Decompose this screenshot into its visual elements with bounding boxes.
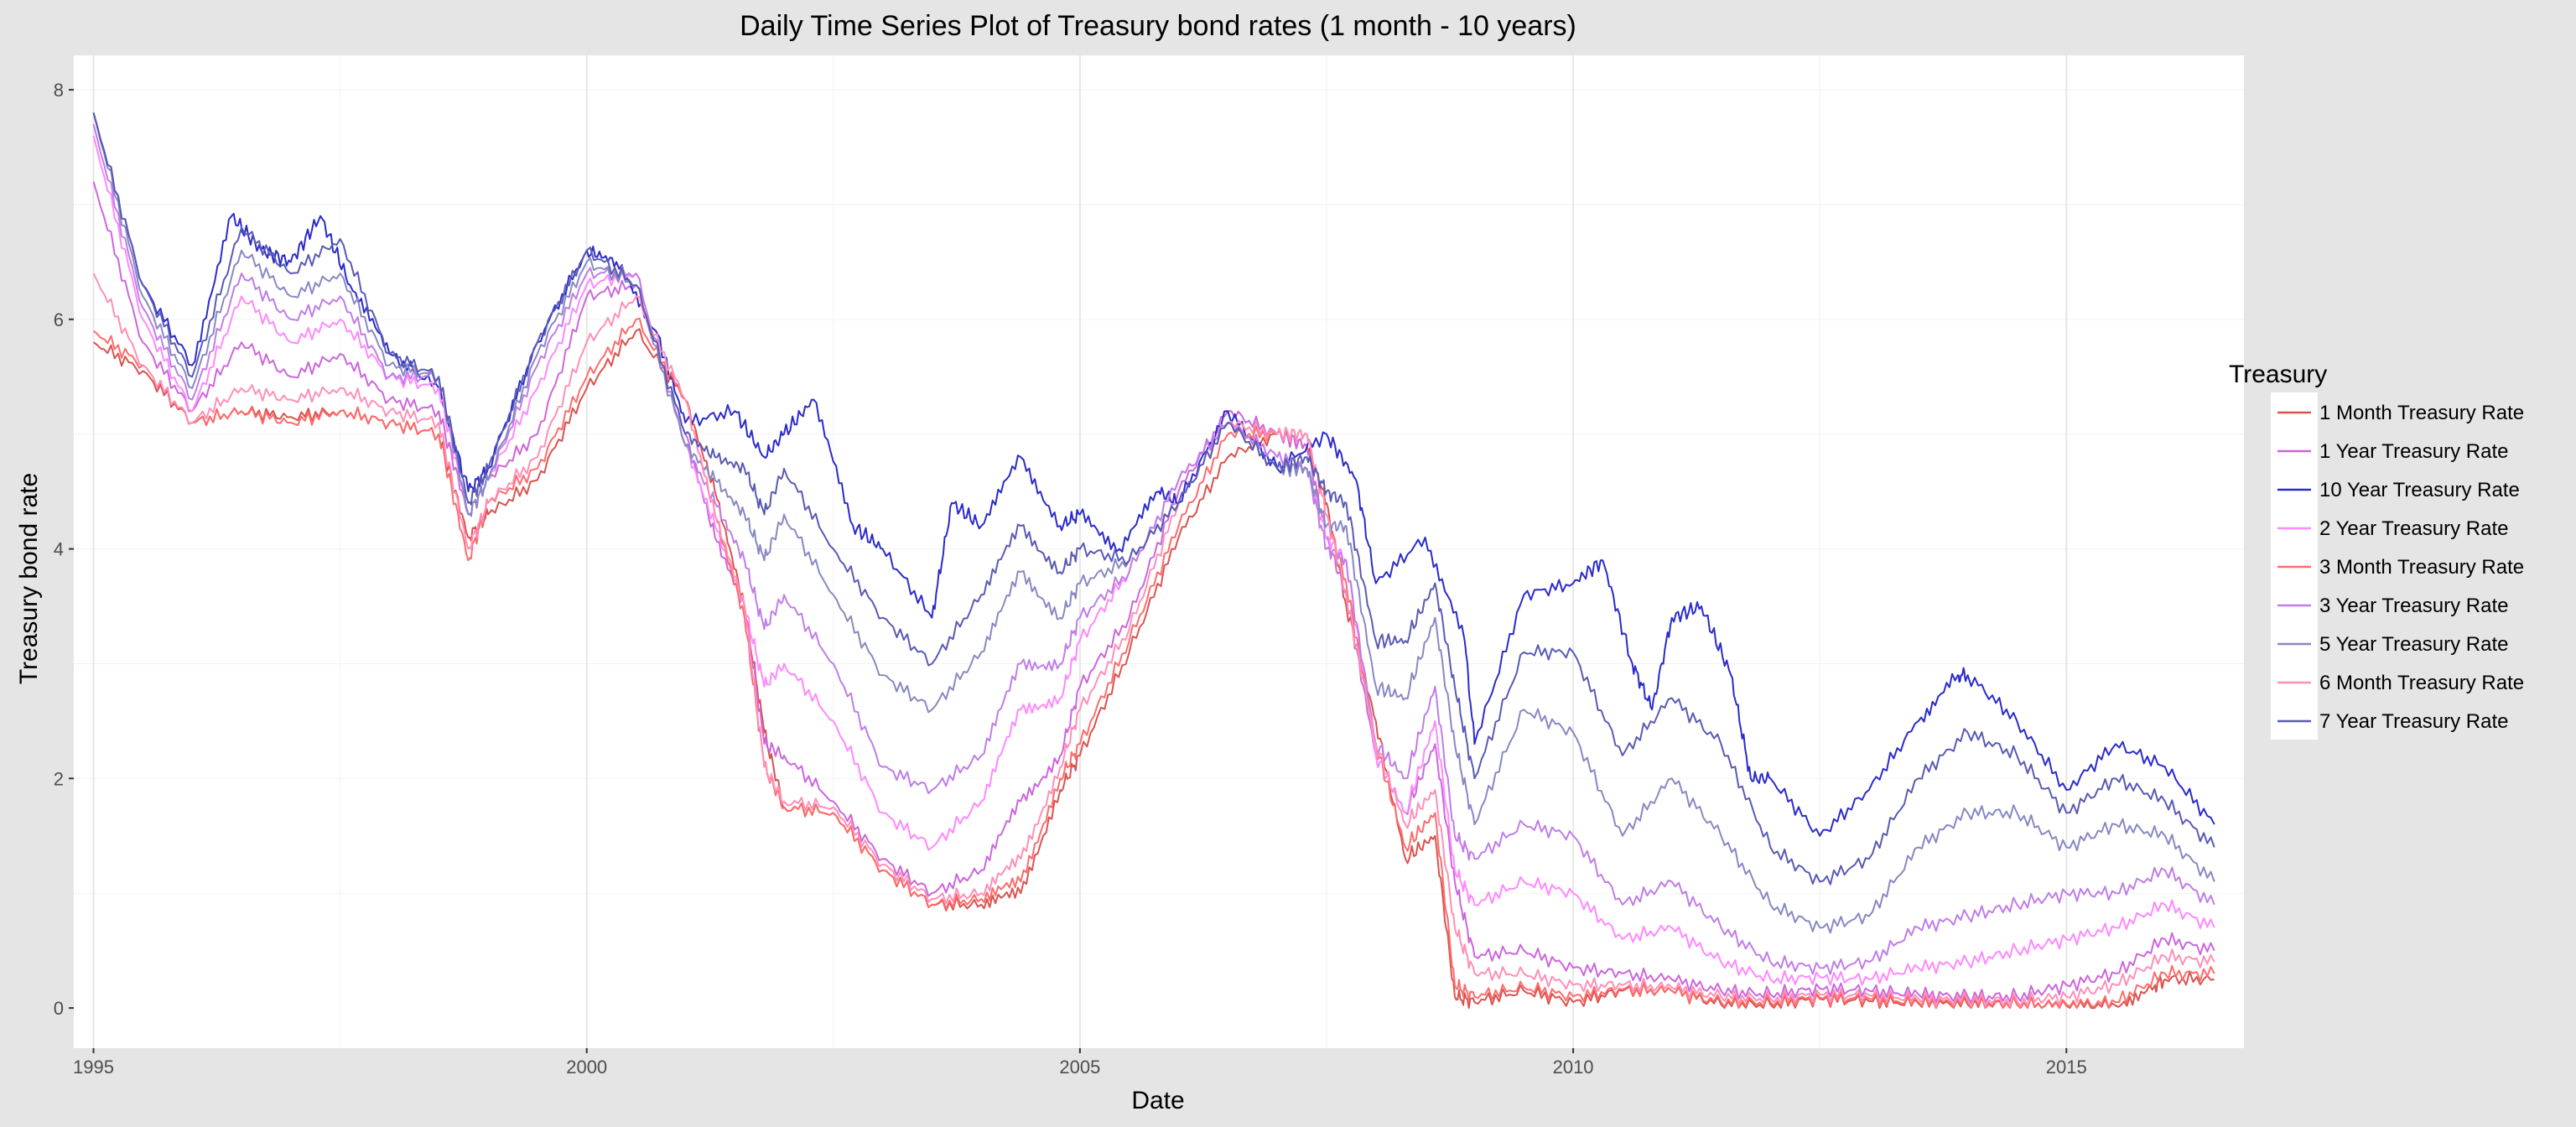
series-lines bbox=[92, 112, 2215, 1010]
chart-title: Daily Time Series Plot of Treasury bond … bbox=[740, 10, 1576, 42]
y-tick-label: 0 bbox=[54, 998, 64, 1019]
gridlines bbox=[74, 55, 2244, 1048]
legend-items: 1 Month Treasury Rate 1 Year Treasury Rat… bbox=[2271, 392, 2524, 740]
y-axis-title: Treasury bond rate bbox=[15, 473, 43, 684]
legend-label: 3 Month Treasury Rate bbox=[2319, 556, 2524, 579]
x-tick-label: 2010 bbox=[1553, 1057, 1594, 1078]
y-tick-label: 6 bbox=[54, 309, 64, 330]
legend-label: 3 Year Treasury Rate bbox=[2319, 595, 2508, 617]
legend-label: 10 Year Treasury Rate bbox=[2319, 479, 2520, 501]
series-line bbox=[92, 273, 2215, 1008]
x-tick-label: 2000 bbox=[566, 1057, 607, 1078]
x-tick-label: 2005 bbox=[1059, 1057, 1100, 1078]
legend-title: Treasury bbox=[2229, 361, 2327, 388]
y-tick-label: 8 bbox=[54, 80, 64, 101]
plot-panel bbox=[74, 55, 2244, 1048]
y-tick-label: 2 bbox=[54, 768, 64, 789]
legend: Treasury 1 Month Treasury Rate 1 Year Tre… bbox=[2229, 361, 2524, 740]
legend-label: 1 Year Treasury Rate bbox=[2319, 440, 2508, 463]
x-tick-label: 1995 bbox=[73, 1057, 114, 1078]
axes: 0 2 4 6 8 1995 2000 2005 2010 2015 bbox=[54, 80, 2087, 1078]
series-line bbox=[92, 112, 2215, 886]
legend-label: 5 Year Treasury Rate bbox=[2319, 633, 2508, 656]
legend-label: 2 Year Treasury Rate bbox=[2319, 517, 2508, 540]
y-tick-label: 4 bbox=[54, 539, 64, 560]
x-axis-title: Date bbox=[1131, 1087, 1184, 1114]
series-line bbox=[92, 112, 2215, 837]
legend-label: 7 Year Treasury Rate bbox=[2319, 710, 2508, 733]
legend-label: 1 Month Treasury Rate bbox=[2319, 402, 2524, 424]
x-tick-label: 2015 bbox=[2046, 1057, 2087, 1078]
legend-label: 6 Month Treasury Rate bbox=[2319, 672, 2524, 694]
